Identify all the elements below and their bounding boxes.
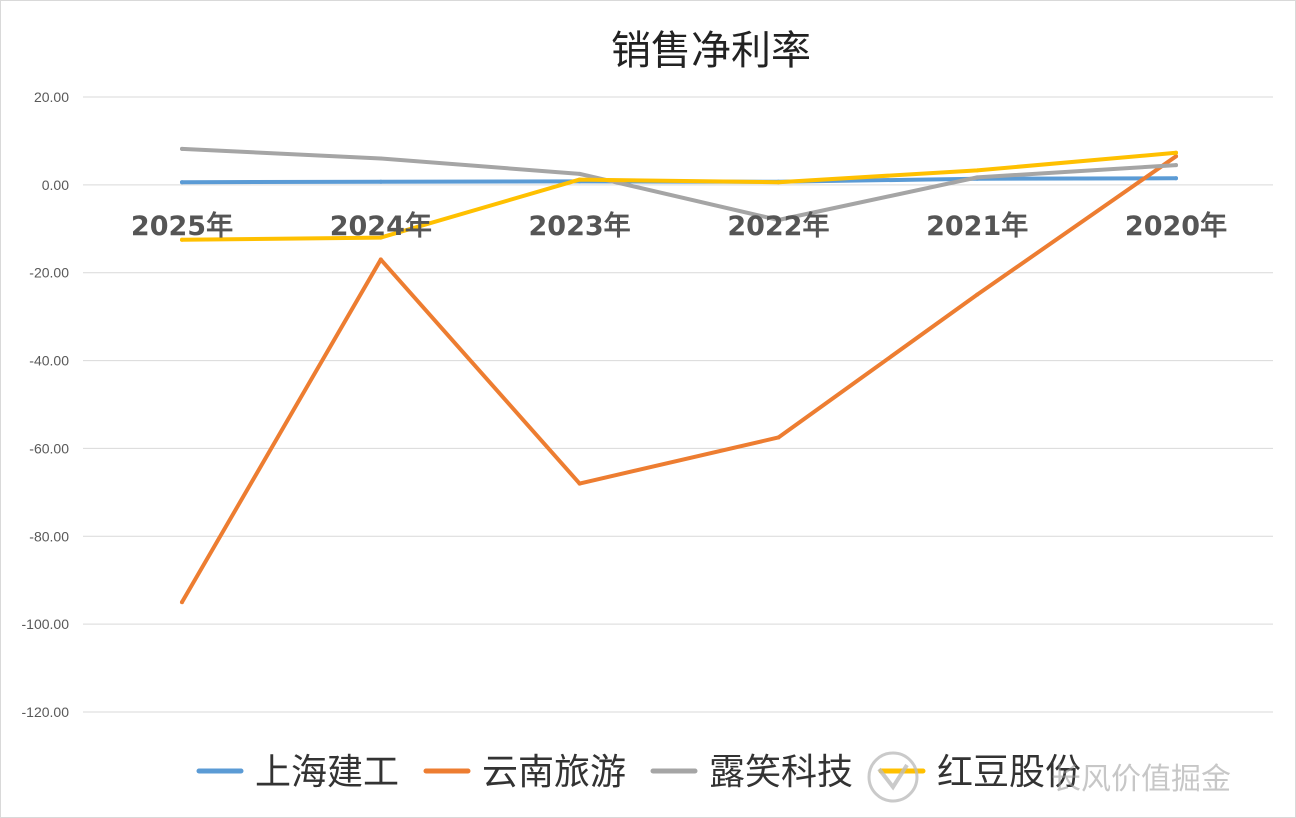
y-tick-label: -120.00 [22,704,70,720]
data-point [180,146,184,151]
y-axis: 20.00 0.00 -20.00 -40.00 -60.00 -80.00 -100.00… [22,89,70,720]
data-point [180,180,184,185]
y-tick-label: 0.00 [42,177,69,193]
series-line [180,146,1178,222]
x-tick-label: 2020年 [1125,210,1227,242]
chart-title: 销售净利率 [611,28,811,74]
x-tick-label: 2022年 [727,210,829,242]
data-point [1174,150,1178,155]
y-tick-label: -60.00 [29,440,69,456]
legend-label: 红豆股份 [937,752,1081,793]
data-point [378,156,383,161]
series-lines [180,146,1178,605]
data-point [975,292,980,297]
data-point [776,218,781,222]
x-tick-label: 2024年 [330,210,432,242]
data-point [378,179,383,184]
y-tick-label: -80.00 [29,528,69,544]
data-point [975,168,980,173]
watermark-text: 长风价值掘金 [1051,762,1231,797]
watermark: 长风价值掘金 [867,751,1231,803]
y-tick-label: -100.00 [22,616,70,632]
x-tick-label: 2025年 [131,210,233,242]
data-point [180,600,184,605]
data-point [1174,154,1178,159]
data-point [1174,176,1178,181]
data-point [1174,163,1178,168]
x-tick-label: 2023年 [529,210,631,242]
series-line [180,154,1178,605]
data-point [577,171,582,176]
gridlines [83,96,1273,713]
legend: 上海建工 云南旅游 露笑科技 红豆股份 [196,752,1081,793]
data-point [776,435,781,440]
legend-label: 云南旅游 [482,752,626,793]
data-point [378,235,383,240]
legend-label: 上海建工 [255,752,399,793]
series-line [180,150,1178,242]
y-tick-label: -40.00 [29,353,69,369]
y-tick-label: -20.00 [29,265,69,281]
data-point [577,177,582,182]
y-tick-label: 20.00 [34,89,69,105]
legend-label: 露笑科技 [709,752,853,793]
data-point [378,257,383,262]
data-point [180,237,184,242]
data-point [975,175,980,180]
x-axis: 2025年 2024年 2023年 2022年 2021年 2020年 [131,210,1227,242]
snowball-logo-icon [867,751,919,803]
x-tick-label: 2021年 [926,210,1028,242]
data-point [776,180,781,185]
data-point [577,481,582,486]
